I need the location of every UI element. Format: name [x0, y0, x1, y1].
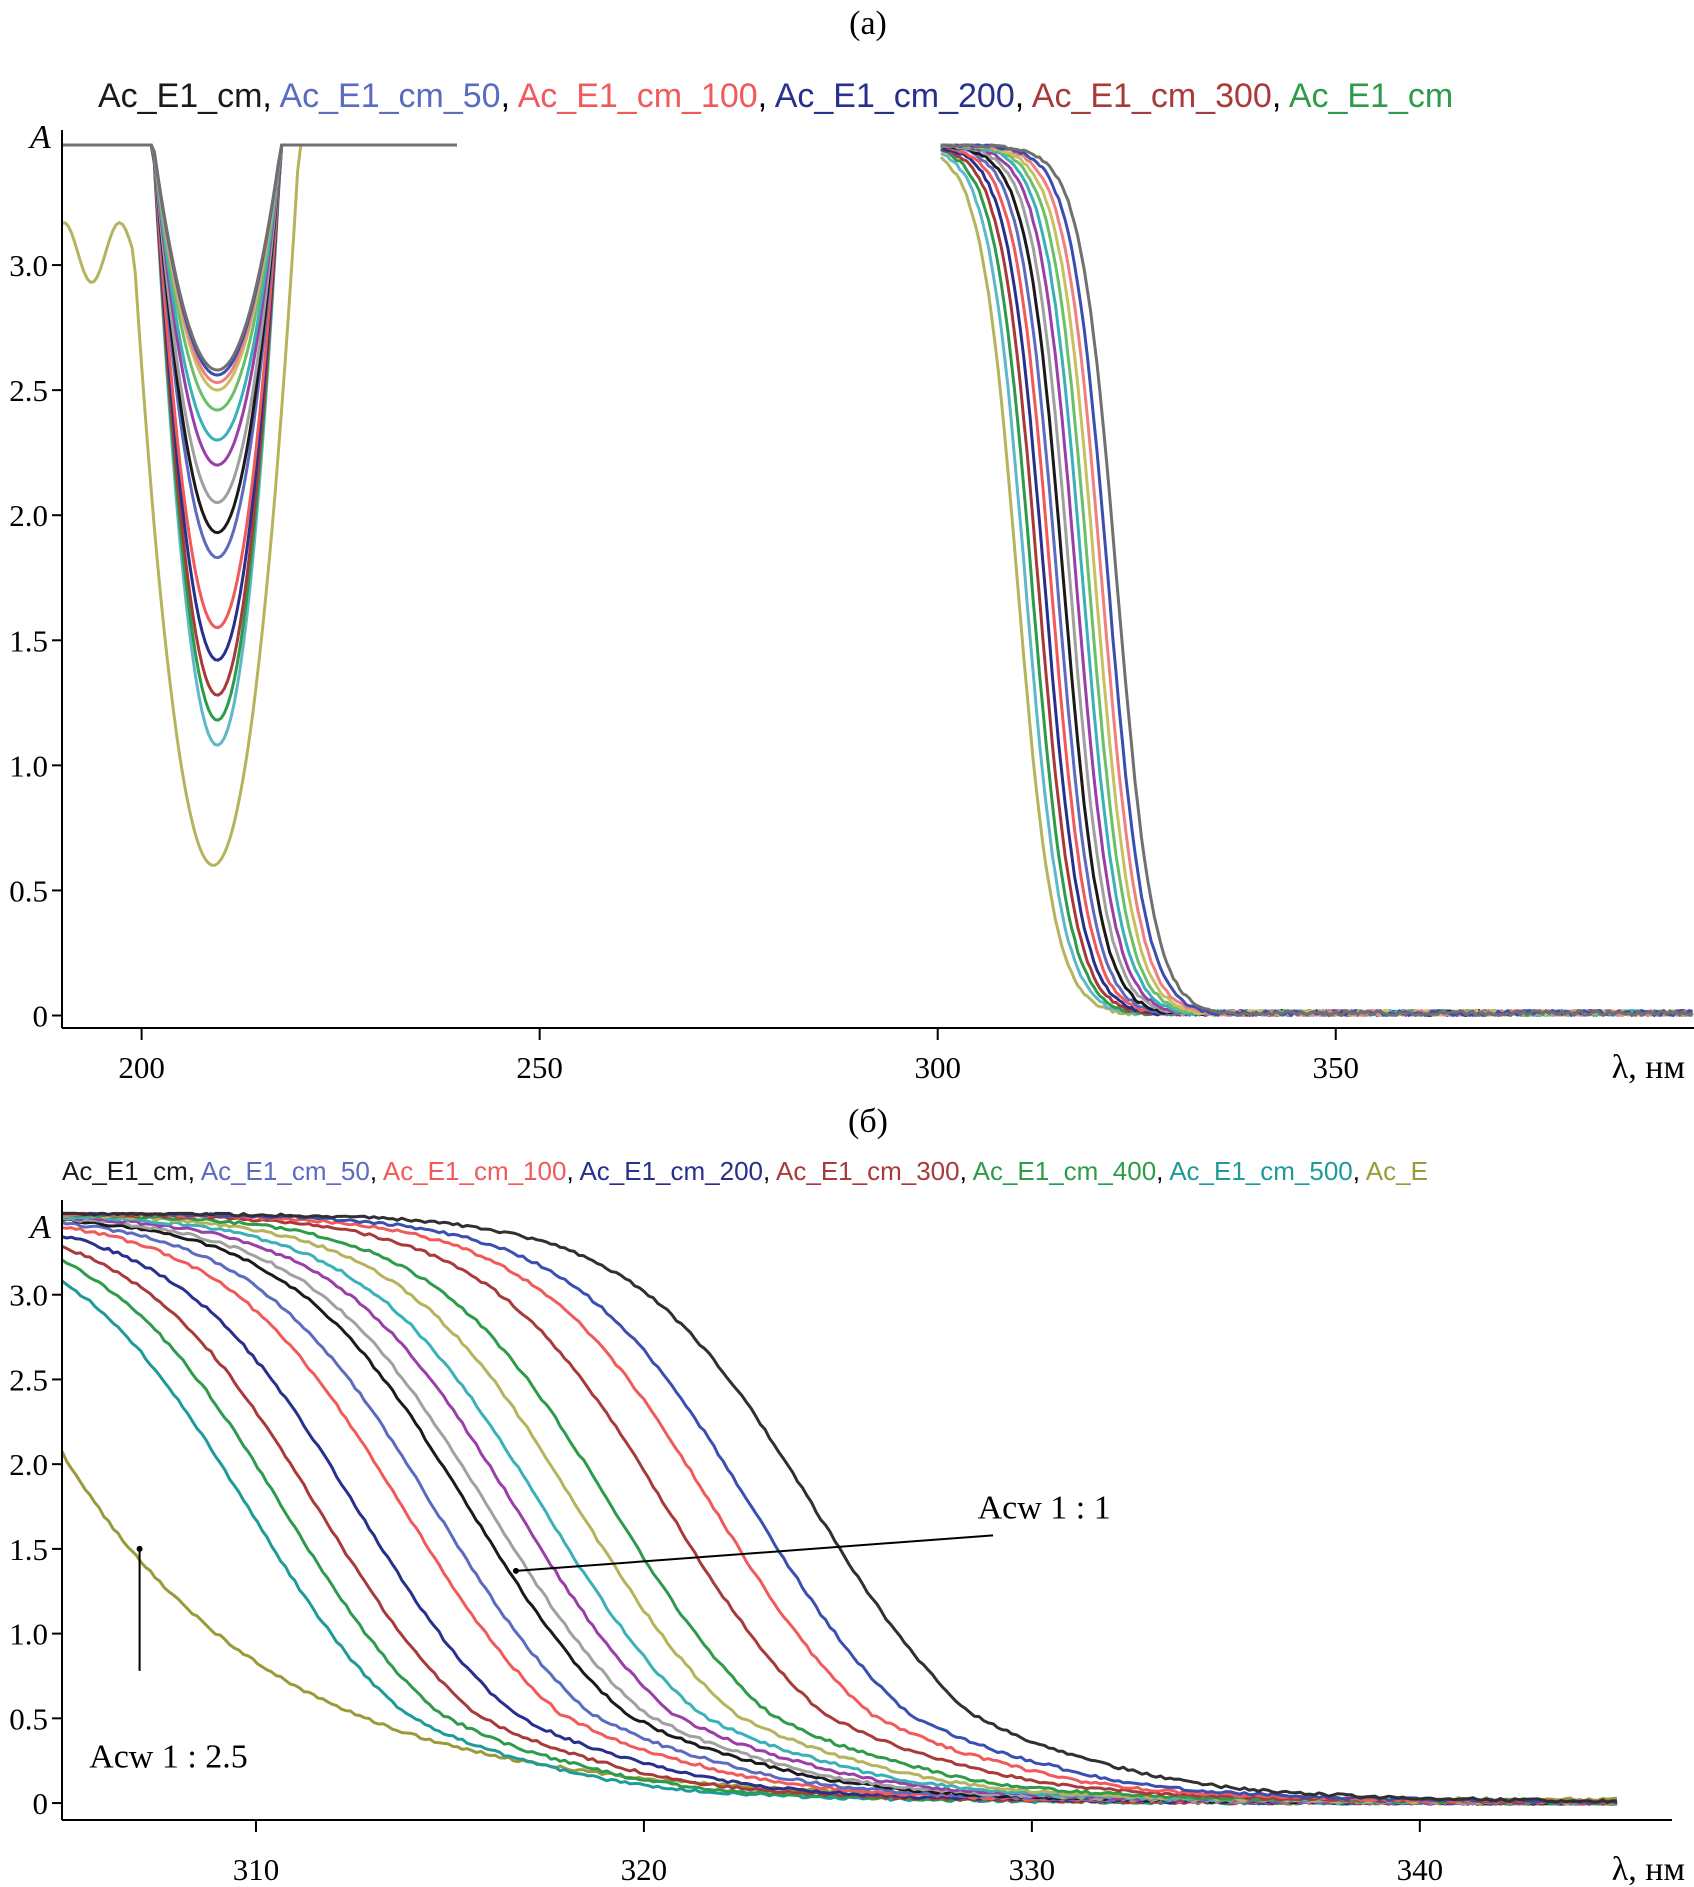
x-tick-label: 330 [1009, 1852, 1056, 1887]
annotation-pointer [515, 1534, 994, 1572]
axes-a: 200 250 300 350 0 0.5 1.0 1.5 2.0 2.5 3.0 [9, 130, 1694, 1085]
x-tick-label: 310 [233, 1852, 280, 1887]
y-tick-label: 2.0 [9, 498, 48, 533]
legend-entry: Ac_E1_cm_200 [775, 77, 1015, 115]
legend-entry: Ac_E1_cm_50 [279, 77, 500, 115]
series-line [62, 143, 1693, 1017]
legend-separator: , [188, 1156, 201, 1186]
y-tick-label: 0.5 [9, 873, 48, 908]
x-tick-label: 350 [1313, 1050, 1360, 1085]
legend-entry: Ac_E1_cm_50 [201, 1156, 370, 1186]
y-tick-label: 1.5 [9, 623, 48, 658]
series-line [62, 143, 1693, 1017]
y-tick-label: 2.0 [9, 1447, 48, 1482]
series-group-b [60, 1211, 1618, 1806]
annotation-label: Acw 1 : 1 [978, 1490, 1111, 1527]
series-line [62, 143, 1694, 1017]
legend-separator: , [1272, 77, 1289, 115]
series-line [61, 1217, 1618, 1806]
x-tick-label: 300 [914, 1050, 961, 1085]
chart-panel-b: (б) Ac_E1_cm, Ac_E1_cm_50, Ac_E1_cm_100,… [9, 1103, 1685, 1887]
series-line [62, 1211, 1617, 1804]
annotation-pointer-tip [512, 1567, 519, 1574]
x-tick-label: 320 [621, 1852, 668, 1887]
y-tick-label: 1.0 [9, 1617, 48, 1652]
series-line [62, 143, 1693, 1017]
legend-entry: Ac_E [1366, 1156, 1428, 1186]
series-line [62, 143, 1693, 1017]
annotations-b: Acw 1 : 1 Acw 1 : 2.5 [89, 1490, 1111, 1776]
legend-entry: Ac_E1_cm_400 [973, 1156, 1157, 1186]
legend-separator: , [960, 1156, 973, 1186]
y-tick-label: 2.5 [9, 373, 48, 408]
series-line [61, 1211, 1618, 1805]
series-line [62, 143, 1693, 1017]
legend-separator: , [1156, 1156, 1169, 1186]
axes-b: 310 320 330 340 0 0.5 1.0 1.5 2.0 2.5 3.0 [9, 1200, 1672, 1887]
legend-separator: , [262, 77, 279, 115]
y-tick-label: 1.5 [9, 1532, 48, 1567]
legend-separator: , [501, 77, 518, 115]
legend-entry: Ac_E1_cm [98, 77, 262, 115]
annotation-pointer-tip [136, 1545, 143, 1552]
series-line [62, 143, 1693, 1017]
chart-title-a: (a) [849, 5, 887, 42]
y-tick-label: 1.0 [9, 748, 48, 783]
annotation-label: Acw 1 : 2.5 [89, 1739, 248, 1776]
series-line [61, 1221, 1618, 1806]
legend-separator: , [763, 1156, 776, 1186]
legend-separator: , [370, 1156, 383, 1186]
legend-entry: Ac_E1_cm [1289, 77, 1453, 115]
x-tick-label: 250 [516, 1050, 563, 1085]
x-axis-label-b: λ, нм [1612, 1851, 1685, 1887]
legend-entry: Ac_E1_cm [62, 1156, 188, 1186]
y-tick-label: 3.0 [9, 1278, 48, 1313]
series-line [62, 143, 1694, 1017]
legend-entry: Ac_E1_cm_100 [518, 77, 758, 115]
series-line [61, 1279, 1618, 1806]
chart-legend-a: Ac_E1_cm, Ac_E1_cm_50, Ac_E1_cm_100, Ac_… [98, 77, 1453, 115]
series-line [62, 143, 1693, 1017]
legend-separator: , [1015, 77, 1032, 115]
series-line [62, 143, 1693, 1017]
legend-separator: , [1353, 1156, 1366, 1186]
y-axis-label-a: A [28, 119, 51, 156]
series-line [61, 1212, 1617, 1806]
legend-separator: , [758, 77, 775, 115]
series-line [62, 143, 1694, 1017]
legend-entry: Ac_E1_cm_200 [579, 1156, 763, 1186]
y-axis-label-b: A [28, 1209, 51, 1246]
series-line [61, 1214, 1618, 1806]
y-tick-label: 0 [33, 1786, 49, 1821]
series-line [60, 1450, 1618, 1803]
series-line [62, 143, 1693, 1017]
legend-separator: , [566, 1156, 579, 1186]
chart-legend-b: Ac_E1_cm, Ac_E1_cm_50, Ac_E1_cm_100, Ac_… [62, 1156, 1428, 1186]
y-tick-label: 0 [33, 998, 49, 1033]
series-line [61, 1226, 1618, 1806]
legend-entry: Ac_E1_cm_100 [383, 1156, 567, 1186]
chart-title-b: (б) [848, 1103, 888, 1140]
chart-panel-a: (a) Ac_E1_cm, Ac_E1_cm_50, Ac_E1_cm_100,… [9, 5, 1694, 1086]
series-line [62, 143, 1694, 1017]
series-line [61, 1211, 1618, 1805]
y-tick-label: 3.0 [9, 248, 48, 283]
series-line [62, 143, 1693, 1017]
series-group-a [61, 143, 1694, 1017]
x-axis-label-a: λ, нм [1612, 1049, 1685, 1086]
series-line [61, 1211, 1618, 1806]
series-line [61, 1214, 1618, 1806]
x-tick-label: 340 [1397, 1852, 1444, 1887]
y-tick-label: 0.5 [9, 1701, 48, 1736]
legend-entry: Ac_E1_cm_500 [1169, 1156, 1353, 1186]
y-tick-label: 2.5 [9, 1362, 48, 1397]
legend-entry: Ac_E1_cm_300 [1032, 77, 1272, 115]
series-line [61, 1212, 1617, 1806]
series-line [62, 143, 1693, 1017]
series-line [61, 143, 1693, 1017]
legend-entry: Ac_E1_cm_300 [776, 1156, 960, 1186]
series-line [61, 1216, 1618, 1806]
x-tick-label: 200 [118, 1050, 165, 1085]
